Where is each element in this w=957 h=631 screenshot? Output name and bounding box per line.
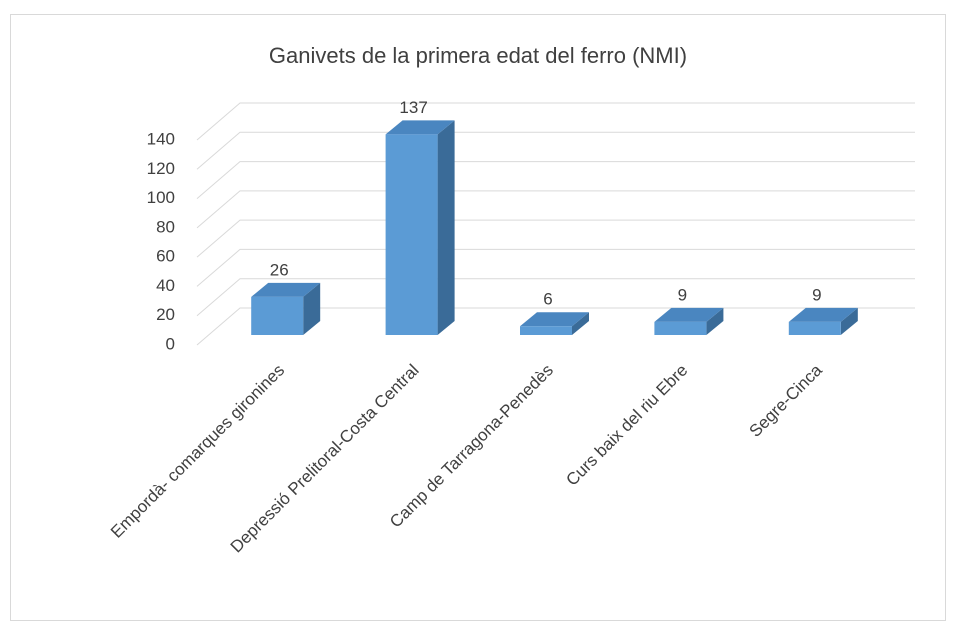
y-tick-label: 0 xyxy=(166,334,175,353)
bar-top xyxy=(251,282,321,297)
bar-side xyxy=(840,307,858,335)
bar-front xyxy=(788,321,841,335)
value-label: 9 xyxy=(678,285,687,304)
y-tick-label: 120 xyxy=(147,159,175,178)
bar-side xyxy=(303,282,321,335)
grid-line xyxy=(196,102,915,141)
bar-front xyxy=(251,296,304,335)
grid-line xyxy=(196,190,915,229)
grid-line xyxy=(196,131,915,170)
bar-top xyxy=(385,120,455,135)
y-tick-label: 60 xyxy=(156,247,175,266)
value-label: 6 xyxy=(543,290,552,309)
bar xyxy=(520,312,589,335)
y-tick-label: 80 xyxy=(156,217,175,236)
bar-front xyxy=(520,326,572,335)
bar-top xyxy=(788,307,858,322)
value-label: 9 xyxy=(812,285,821,304)
bar-front xyxy=(385,134,438,335)
bar-top xyxy=(654,307,724,322)
value-label: 137 xyxy=(399,98,427,117)
bar-top xyxy=(520,312,589,327)
bar-side xyxy=(437,120,455,336)
bar xyxy=(788,307,858,335)
bar-side xyxy=(706,307,724,335)
grid-line xyxy=(196,248,915,287)
grid-line xyxy=(196,278,915,317)
y-tick-label: 140 xyxy=(147,129,175,148)
grid-line xyxy=(196,161,915,199)
bar-front xyxy=(654,321,707,335)
grid-line xyxy=(196,219,915,258)
chart-title: Ganivets de la primera edat del ferro (N… xyxy=(269,43,687,68)
bar-side xyxy=(572,312,589,335)
chart-border xyxy=(10,14,946,621)
y-tick-label: 100 xyxy=(147,188,175,207)
y-tick-label: 40 xyxy=(156,276,175,295)
bar xyxy=(654,307,724,335)
y-tick-label: 20 xyxy=(156,305,175,324)
bar xyxy=(385,120,455,336)
bar xyxy=(251,282,321,335)
value-label: 26 xyxy=(270,260,289,279)
